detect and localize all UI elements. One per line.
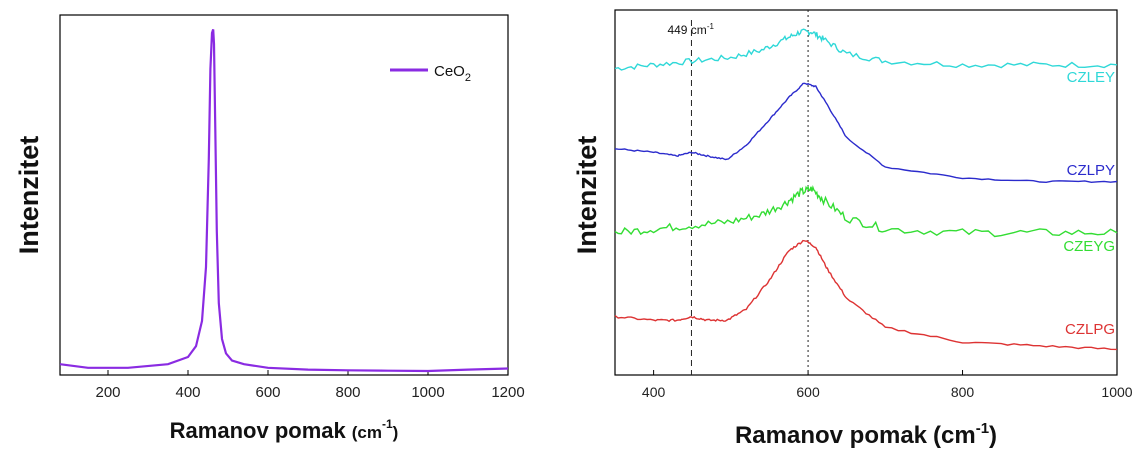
left-x-tick-label: 800 [335,384,360,401]
left-y-axis-label: Intenzitet [14,136,44,255]
right-series-czlpg-line [614,239,1118,351]
right-x-tick-label: 800 [951,384,975,400]
right-series-group [614,28,1118,351]
right-series-czley-line [614,28,1118,71]
right-plot-frame [614,9,1118,376]
left-x-tick-label: 200 [95,384,120,401]
right-series-czlpy-line [614,82,1118,184]
right-x-axis-label: Ramanov pomak (cm-1) [735,420,997,449]
left-x-tick-label: 1000 [411,384,444,401]
right-series-czeyg-line [614,185,1118,238]
legend-label-ceo2: CeO2 [434,63,471,84]
right-x-tick-label: 400 [642,384,666,400]
left-x-ticks: 200 400 600 800 1000 1200 [95,370,525,401]
series-label-czlpy: CZLPY [1067,162,1115,179]
left-x-tick-label: 600 [255,384,280,401]
left-x-tick-label: 400 [175,384,200,401]
chart-left: 200 400 600 800 1000 1200 CeO2 Intenzitet Ram… [14,14,525,443]
right-series-labels: CZLEY CZLPY CZEYG CZLPG [1063,69,1115,338]
left-x-axis-label: Ramanov pomak (cm-1) [170,417,399,443]
reference-label-449: 449 cm-1 [667,22,714,37]
left-plot-frame [59,14,509,376]
right-y-axis-label: Intenzitet [572,136,602,255]
series-label-czley: CZLEY [1067,69,1115,86]
left-legend: CeO2 [390,63,471,84]
series-label-czeyg: CZEYG [1063,238,1115,255]
left-series-ceo2-line [59,29,509,373]
right-x-ticks: 400 600 800 1000 [642,370,1133,400]
right-x-tick-label: 600 [796,384,820,400]
chart-right: 400 600 800 1000 449 cm-1 CZLEYCZLPYCZEYGCZ… [572,9,1133,449]
left-x-tick-label: 1200 [491,384,524,401]
series-label-czlpg: CZLPG [1065,321,1115,338]
right-x-tick-label: 1000 [1101,384,1132,400]
